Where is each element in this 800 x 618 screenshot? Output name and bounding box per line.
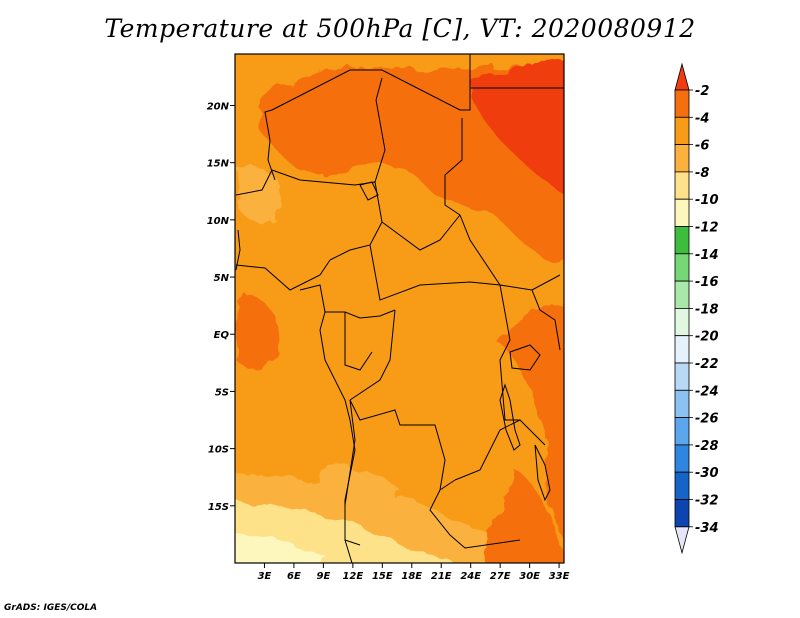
lat-tick-label: 10S — [208, 445, 229, 456]
colorbar-swatch — [674, 226, 690, 255]
field-patch-central-south — [320, 466, 400, 500]
lon-tick-label: 3E — [258, 571, 272, 582]
colorbar-label: -2 — [695, 84, 709, 99]
colorbar-label: -14 — [695, 248, 719, 263]
border-mid-4 — [369, 244, 501, 301]
colorbar-swatch — [674, 417, 690, 446]
lon-tick-label: 24E — [460, 571, 481, 582]
colorbar-label: -16 — [695, 275, 719, 290]
colorbar-label: -20 — [695, 330, 719, 345]
lat-tick-label: EQ — [214, 330, 230, 341]
lon-tick-label: 18E — [401, 571, 422, 582]
border-east-2 — [531, 289, 561, 351]
lon-tick-label: 33E — [549, 571, 570, 582]
grads-credit: GrADS: IGES/COLA — [4, 603, 98, 613]
lake-victoria — [509, 344, 541, 371]
colorbar-swatch — [674, 89, 690, 118]
colorbar-label: -32 — [695, 494, 719, 509]
border-north-4 — [374, 77, 386, 183]
colorbar: -2 -4 -6 -8 -10 -12 -14 -16 -18 -20 -22 -24 -26 -28 -3… — [674, 62, 719, 555]
border-south-3 — [454, 419, 546, 481]
lat-tick-label: 5S — [215, 387, 229, 398]
colorbar-swatch — [674, 335, 690, 364]
lake-chad — [359, 181, 379, 201]
field-band-south-3 — [235, 531, 330, 563]
colorbar-label: -6 — [695, 139, 709, 154]
lat-tick-label: 15S — [208, 502, 229, 513]
border-south-1 — [349, 399, 456, 492]
colorbar-swatch — [674, 198, 690, 227]
colorbar-swatch — [674, 171, 690, 200]
colorbar-label: -18 — [695, 302, 719, 317]
border-mid-3 — [381, 214, 461, 251]
colorbar-swatch — [674, 253, 690, 282]
border-mid-6 — [325, 309, 396, 319]
colorbar-swatch — [674, 444, 690, 473]
lon-tick-label: 6E — [287, 571, 301, 582]
lon-tick-label: 27E — [490, 571, 511, 582]
lon-tick-label: 15E — [372, 571, 393, 582]
lon-tick-label: 9E — [316, 571, 330, 582]
border-south-4 — [429, 489, 521, 549]
colorbar-swatch — [674, 471, 690, 500]
colorbar-label: -24 — [695, 384, 719, 399]
colorbar-label: -34 — [695, 521, 719, 536]
border-mid-8 — [349, 309, 396, 401]
lat-tick-label: 15N — [207, 159, 230, 170]
colorbar-swatch — [674, 307, 690, 337]
colorbar-label: -30 — [695, 466, 719, 481]
coast-west — [235, 229, 241, 271]
border-north-5 — [444, 118, 463, 216]
lon-tick-label: 12E — [342, 571, 363, 582]
lat-tick-label: 20N — [207, 101, 230, 112]
coast-gulf — [299, 284, 356, 563]
colorbar-label: -4 — [695, 111, 709, 126]
border-mid-5 — [235, 259, 331, 291]
colorbar-label: -22 — [695, 357, 719, 372]
colorbar-bottom-arrow — [674, 526, 690, 555]
colorbar-swatch — [674, 144, 690, 173]
colorbar-label: -10 — [695, 193, 719, 208]
lon-tick-label: 21E — [431, 571, 452, 582]
axis-ticks: 20N 15N 10N 5N EQ 5S 10S 15S 3E 6E 9E 12E 15E 18E 21E 2… — [207, 101, 570, 582]
lat-tick-label: 10N — [207, 216, 230, 227]
colorbar-label: -12 — [695, 221, 719, 236]
lon-tick-label: 30E — [519, 571, 540, 582]
border-north-3 — [264, 109, 276, 181]
colorbar-swatch — [674, 116, 690, 146]
colorbar-label: -26 — [695, 412, 719, 427]
field-patch-west-1 — [236, 296, 280, 372]
colorbar-label: -8 — [695, 166, 709, 181]
field-band-east — [495, 303, 564, 543]
field-patch-east-1 — [483, 470, 564, 563]
lake-tanganyika — [499, 383, 521, 451]
border-east-1 — [499, 284, 520, 421]
temperature-field — [235, 54, 564, 563]
colorbar-top-arrow — [674, 62, 690, 91]
map-frame — [234, 53, 565, 564]
border-north-1 — [271, 54, 471, 111]
colorbar-swatch — [674, 280, 690, 309]
borders — [235, 54, 564, 563]
colorbar-label: -28 — [695, 439, 719, 454]
chart-title: Temperature at 500hPa [C], VT: 202008091… — [104, 14, 696, 43]
lat-tick-label: 5N — [214, 273, 230, 284]
colorbar-swatch — [674, 362, 690, 391]
colorbar-swatch — [674, 389, 690, 418]
colorbar-swatch — [674, 499, 690, 528]
border-mid-7 — [344, 312, 373, 371]
lake-malawi — [534, 444, 551, 502]
field-patch-west-2 — [238, 167, 283, 224]
field-band-north-2 — [470, 58, 564, 194]
